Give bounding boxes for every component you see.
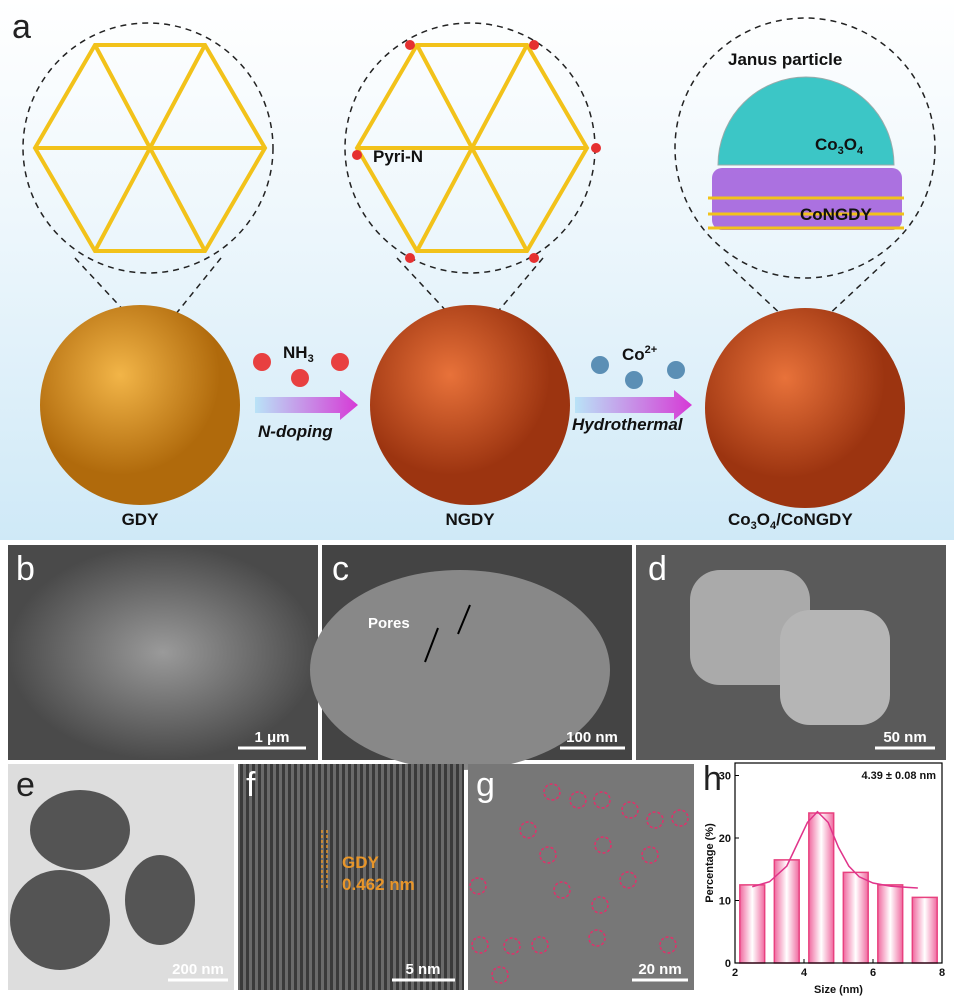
scale-label: 1 μm	[254, 729, 289, 746]
panel-label: c	[332, 550, 349, 588]
x-tick-label: 8	[939, 967, 945, 979]
bar	[808, 812, 835, 964]
scale-label: 5 nm	[405, 961, 440, 978]
n-doping-label: N-doping	[258, 422, 333, 441]
product-label: Co3O4/CoNGDY	[728, 510, 853, 532]
cobalt-ions	[591, 356, 685, 389]
co3o4-label: Co3O4	[815, 135, 864, 157]
text-part: 3	[751, 520, 757, 532]
panel-label: f	[246, 766, 256, 804]
histogram: 0 10 20 30 2 4 6 8 4.39 ± 0.08 nm Size (nm) Percen…	[704, 762, 945, 996]
spacing-label: 0.462 nm	[342, 875, 415, 894]
text-part: O	[844, 135, 857, 154]
hrtem-image-f	[238, 764, 464, 990]
pore-arrows	[424, 604, 471, 663]
y-tick-label: 20	[719, 833, 731, 845]
inset-lattice	[708, 196, 904, 230]
text-part: O	[757, 510, 770, 529]
y-tick-label: 0	[725, 958, 731, 970]
material-label: GDY	[342, 853, 380, 872]
gdy-label: GDY	[122, 510, 160, 529]
spacing-marker	[321, 830, 328, 890]
x-tick-label: 4	[801, 967, 808, 979]
panel-label: d	[648, 550, 667, 588]
flower-aggregates	[10, 790, 195, 970]
plot-frame	[734, 762, 943, 964]
text-part: Co	[728, 510, 751, 529]
congdy-inset-label: CoNGDY	[800, 205, 872, 224]
ngdy-sphere	[370, 305, 570, 505]
co3o4-dome	[717, 76, 895, 166]
hydrothermal-label: Hydrothermal	[572, 415, 684, 434]
scale-label: 20 nm	[638, 961, 681, 978]
pores-label: Pores	[368, 615, 410, 632]
hrtem-image-g	[468, 764, 694, 990]
product-sphere	[705, 308, 905, 508]
janus-title: Janus particle	[728, 50, 842, 69]
particle	[310, 570, 610, 770]
ngdy-label: NGDY	[445, 510, 495, 529]
text-part: 3	[308, 353, 314, 365]
bar	[842, 871, 869, 964]
text-part: 4	[857, 145, 864, 157]
nitrogen-atoms	[352, 40, 601, 263]
text-part: Co	[622, 345, 645, 364]
pyri-n-label: Pyri-N	[373, 147, 423, 166]
y-tick-label: 10	[719, 896, 731, 908]
text-part: NH	[283, 343, 308, 362]
bar	[739, 884, 766, 964]
panel-label: a	[12, 8, 31, 46]
x-axis-label: Size (nm)	[814, 984, 863, 996]
y-tick-label: 30	[719, 771, 731, 783]
scale-label: 100 nm	[566, 729, 618, 746]
scale-label: 50 nm	[883, 729, 926, 746]
particle	[780, 610, 890, 725]
particle-circles	[469, 783, 689, 984]
annotation: 4.39 ± 0.08 nm	[861, 770, 936, 782]
text-part: 3	[838, 145, 844, 157]
text-part: /CoNGDY	[776, 510, 853, 529]
sem-image-b	[8, 545, 318, 760]
text-part: 2+	[645, 344, 658, 356]
fit-curve	[752, 810, 918, 889]
arrow	[575, 390, 692, 420]
bar	[877, 884, 904, 964]
x-tick-label: 6	[870, 967, 876, 979]
text-part: 4	[770, 520, 777, 532]
panel-label: e	[16, 766, 35, 804]
x-tick-label: 2	[732, 967, 738, 979]
text-part: Co	[815, 135, 838, 154]
gdy-sphere	[40, 305, 240, 505]
panel-label: b	[16, 550, 35, 588]
gdy-lattice	[32, 43, 590, 253]
panel-label: h	[703, 760, 722, 798]
scale-label: 200 nm	[172, 961, 224, 978]
y-axis-label: Percentage (%)	[704, 823, 716, 903]
bar	[911, 896, 938, 964]
nh3-molecules	[253, 353, 349, 387]
arrow	[255, 390, 358, 420]
co2-label: Co2+	[622, 344, 657, 364]
nh3-label: NH3	[283, 343, 314, 365]
bar	[773, 859, 800, 964]
panel-label: g	[476, 766, 495, 804]
